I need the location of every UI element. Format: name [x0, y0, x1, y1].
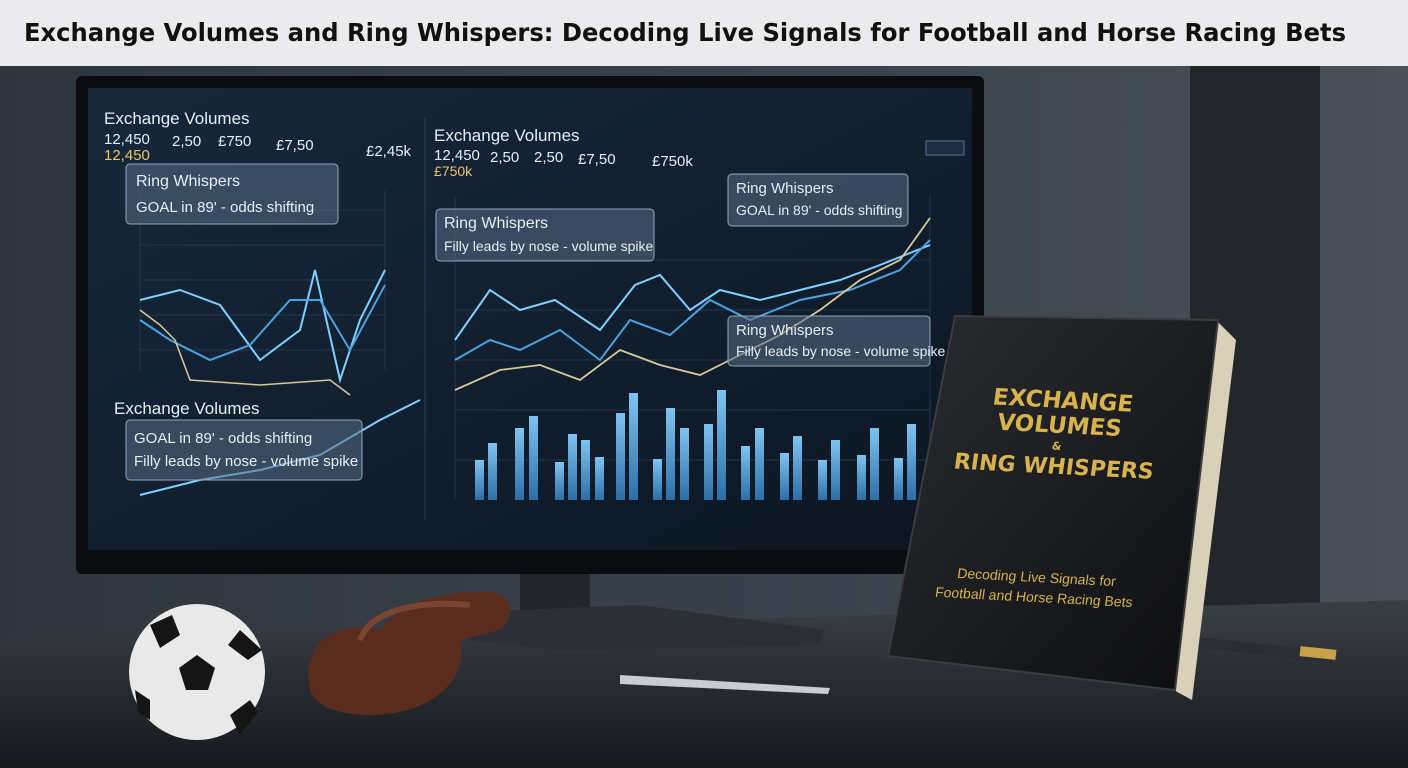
stat: 12,450: [104, 131, 150, 148]
callout-heading: Ring Whispers: [136, 173, 240, 190]
saddle-edge: [357, 600, 471, 642]
callout-heading: Ring Whispers: [444, 215, 548, 232]
callout-heading: Ring Whispers: [736, 322, 834, 339]
volume-bars: [475, 390, 916, 500]
book-cover: [886, 314, 1220, 692]
stat: £7,50: [578, 151, 616, 168]
book-pages: [1170, 322, 1236, 700]
highlight-stat: £750k: [434, 163, 473, 179]
callout-text: GOAL in 89' - odds shifting: [736, 202, 902, 218]
callout: [727, 315, 931, 367]
stat: 2,50: [172, 133, 201, 150]
stat: £750: [218, 133, 251, 150]
callout-text: Filly leads by nose - volume spike: [134, 453, 358, 470]
callout: [125, 419, 363, 481]
chart-line: [139, 269, 386, 384]
book-title-line: &: [1051, 440, 1063, 453]
callout-text: Filly leads by nose - volume spike: [736, 343, 946, 359]
stat: £2,45k: [366, 143, 412, 160]
panel-title: Exchange Volumes: [104, 109, 250, 128]
header-bar: [0, 0, 1408, 66]
chart-line: [454, 244, 931, 341]
football-patch: [179, 655, 215, 690]
callout-heading: Ring Whispers: [736, 180, 834, 197]
stats-row: 12,450 2,50 2,50 £7,50: [434, 147, 616, 168]
panel-title: Exchange Volumes: [434, 126, 580, 145]
stat: 2,50: [490, 149, 519, 166]
stat: 12,450: [434, 147, 480, 164]
stat: £7,50: [276, 137, 314, 154]
stats-row: 12,450 2,50 £750 £7,50 £2,45k: [104, 131, 412, 160]
callout-text: GOAL in 89' - odds shifting: [136, 199, 314, 216]
callout-text: GOAL in 89' - odds shifting: [134, 430, 312, 447]
chart-line: [454, 217, 931, 391]
callout-text: Filly leads by nose - volume spike: [444, 238, 654, 254]
stat: 2,50: [534, 149, 563, 166]
callout: [435, 208, 655, 262]
football-patches: [135, 615, 262, 735]
page-title: Exchange Volumes and Ring Whispers: Deco…: [24, 18, 1346, 47]
callout: [727, 173, 909, 227]
pen: [1183, 636, 1335, 662]
chart-line: [139, 309, 351, 396]
chart-line: [454, 239, 931, 362]
panel-title: Exchange Volumes: [114, 399, 260, 418]
pen: [620, 675, 830, 694]
screen-button: [925, 140, 965, 156]
pen-cap: [1299, 646, 1337, 660]
highlight-stat: 12,450: [104, 147, 150, 164]
stat: £750k: [652, 153, 693, 170]
monitor-base: [470, 605, 825, 650]
saddle: [308, 591, 511, 715]
callout: [125, 163, 339, 225]
